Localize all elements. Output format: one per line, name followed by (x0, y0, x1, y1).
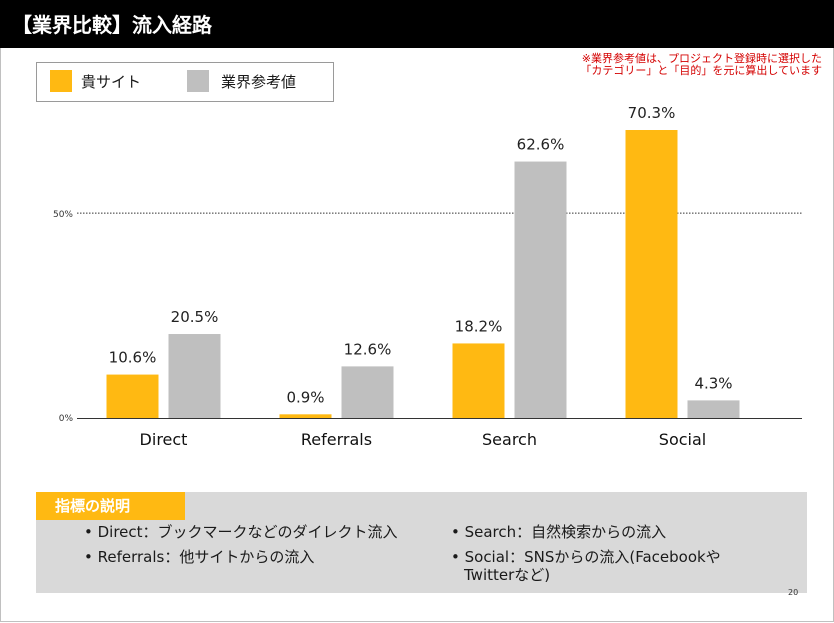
bar-own-direct (106, 374, 159, 418)
legend-label-industry: 業界参考値 (221, 73, 297, 91)
page-title: 【業界比較】流入経路 (12, 13, 212, 37)
bar-chart: 50% 10.6% 20.5% Direct 0.9% 12.6% Referrals 18.… (53, 104, 802, 449)
bar-own-social (625, 130, 678, 418)
bar-industry-search (514, 161, 567, 418)
description-item-direct: • Direct：ブックマークなどのダイレクト流入 (84, 523, 398, 541)
legend-swatch-own (50, 70, 72, 92)
data-label-industry-social: 4.3% (694, 374, 732, 392)
description-item-search: • Search：自然検索からの流入 (451, 523, 667, 541)
data-label-own-direct: 10.6% (109, 349, 157, 367)
description-heading: 指標の説明 (36, 492, 185, 520)
data-label-own-referrals: 0.9% (286, 388, 324, 406)
category-label-search: Search (482, 430, 537, 449)
bar-industry-direct (168, 334, 221, 418)
page-number: 20 (788, 588, 799, 597)
category-label-direct: Direct (140, 430, 188, 449)
footnote-line-1: ※業界参考値は、プロジェクト登録時に選択した (581, 52, 822, 65)
description-item-social-cont: Twitterなど) (464, 566, 551, 584)
footnote: ※業界参考値は、プロジェクト登録時に選択した 「カテゴリー」と「目的」を元に算出… (580, 53, 822, 77)
description-item-referrals: • Referrals：他サイトからの流入 (84, 548, 315, 566)
data-label-industry-direct: 20.5% (171, 308, 219, 326)
baseline-label: 0% (59, 414, 74, 424)
category-label-referrals: Referrals (301, 430, 372, 449)
bar-industry-social (687, 400, 740, 418)
description-item-social: • Social：SNSからの流入(Facebookや (451, 548, 721, 566)
header-bar: 【業界比較】流入経路 (0, 0, 834, 48)
reference-line-label: 50% (53, 210, 73, 220)
data-label-industry-search: 62.6% (517, 136, 565, 154)
data-label-industry-referrals: 12.6% (344, 340, 392, 358)
legend-label-own: 貴サイト (81, 73, 142, 91)
bar-own-search (452, 343, 505, 418)
footnote-line-2: 「カテゴリー」と「目的」を元に算出しています (580, 64, 822, 77)
bar-industry-referrals (341, 366, 394, 418)
data-label-own-social: 70.3% (628, 104, 676, 122)
legend-swatch-industry (187, 70, 209, 92)
category-label-social: Social (659, 430, 706, 449)
data-label-own-search: 18.2% (455, 317, 503, 335)
chart-legend: 貴サイト 業界参考値 (36, 62, 334, 102)
description-panel: 指標の説明 • Direct：ブックマークなどのダイレクト流入 • Referr… (36, 492, 807, 593)
bar-own-referrals (279, 414, 332, 418)
